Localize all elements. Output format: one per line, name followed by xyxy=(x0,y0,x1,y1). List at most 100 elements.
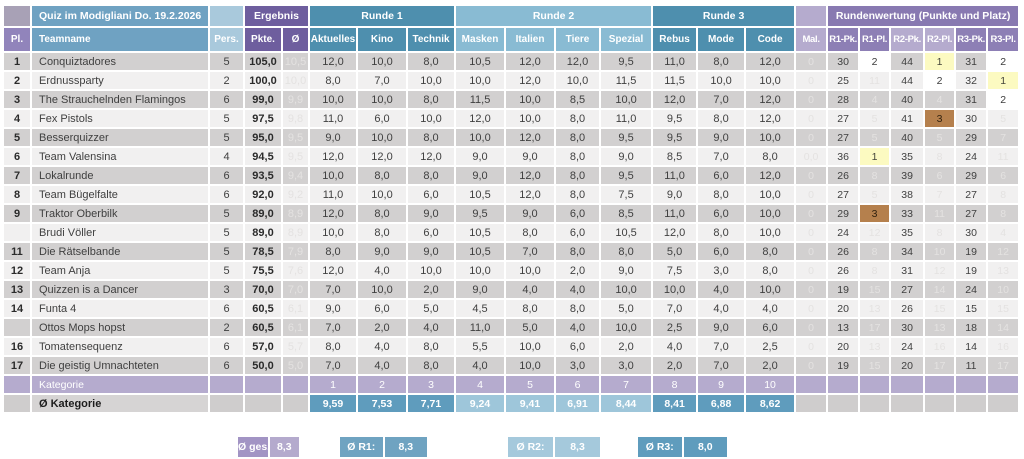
score-cell-2: 8,0 xyxy=(408,53,455,70)
round-points-cell: 30 xyxy=(828,53,859,70)
average-cell: 5,7 xyxy=(283,338,308,355)
round-place-cell: 5 xyxy=(860,110,890,127)
group-rundenwertung: Rundenwertung (Punkte und Platz) xyxy=(828,6,1019,26)
persons-cell: 4 xyxy=(210,148,243,165)
kategorie-number-7: 8 xyxy=(653,376,697,393)
score-cell-7: 7,0 xyxy=(653,300,697,317)
round-place-cell: 13 xyxy=(925,319,955,336)
round-place-cell: 2 xyxy=(988,91,1019,108)
score-cell-1: 2,0 xyxy=(358,319,406,336)
spacer xyxy=(4,395,30,412)
team-name-cell: Ottos Mops hopst xyxy=(32,319,208,336)
results-table: Quiz im Modigliani Do. 19.2.2026 Ergebnis… xyxy=(2,4,1020,414)
spacer xyxy=(4,376,30,393)
score-cell-8: 7,0 xyxy=(698,148,745,165)
score-cell-0: 10,0 xyxy=(310,224,356,241)
average-cell: 9,5 xyxy=(283,129,308,146)
kategorie-number-1: 2 xyxy=(358,376,406,393)
col-header-7: Technik xyxy=(408,28,455,51)
col-header-2: Pers. xyxy=(210,28,243,51)
col-header-11: Spezial xyxy=(601,28,652,51)
score-cell-6: 10,0 xyxy=(601,91,652,108)
score-cell-4: 8,0 xyxy=(506,300,555,317)
score-cell-3: 4,5 xyxy=(456,300,505,317)
col-header-13: Mode xyxy=(698,28,745,51)
score-cell-6: 5,0 xyxy=(601,300,652,317)
score-cell-8: 8,0 xyxy=(698,110,745,127)
spacer xyxy=(796,376,827,393)
score-cell-7: 9,5 xyxy=(653,129,697,146)
score-cell-3: 10,5 xyxy=(456,186,505,203)
score-cell-7: 12,0 xyxy=(653,224,697,241)
spacer xyxy=(891,376,924,393)
malus-cell: 0 xyxy=(796,110,827,127)
score-cell-0: 8,0 xyxy=(310,72,356,89)
score-cell-2: 6,0 xyxy=(408,224,455,241)
score-cell-3: 9,0 xyxy=(456,281,505,298)
average-cell: 9,4 xyxy=(283,167,308,184)
score-cell-4: 10,0 xyxy=(506,338,555,355)
persons-cell: 5 xyxy=(210,262,243,279)
score-cell-6: 2,0 xyxy=(601,338,652,355)
points-total-cell: 97,5 xyxy=(245,110,281,127)
score-cell-4: 12,0 xyxy=(506,167,555,184)
team-name-cell: Team Bügelfalte xyxy=(32,186,208,203)
malus-cell: 0 xyxy=(796,243,827,260)
score-cell-2: 8,0 xyxy=(408,357,455,374)
round-place-cell: 2 xyxy=(860,53,890,70)
score-cell-5: 4,0 xyxy=(556,281,600,298)
col-header-14: Code xyxy=(746,28,795,51)
round-place-cell: 8 xyxy=(860,243,890,260)
score-cell-1: 10,0 xyxy=(358,186,406,203)
score-cell-3: 12,0 xyxy=(456,110,505,127)
avg-kategorie-value-9: 8,62 xyxy=(746,395,795,412)
summary-row: Ø ges. 8,3 Ø R1: 8,3 Ø R2: 8,3 Ø R3: 8,0 xyxy=(0,437,1024,457)
col-header-19: R2-Pl. xyxy=(925,28,955,51)
score-cell-7: 5,0 xyxy=(653,243,697,260)
score-cell-2: 8,0 xyxy=(408,338,455,355)
average-cell: 8,9 xyxy=(283,205,308,222)
spacer xyxy=(925,395,955,412)
score-cell-2: 9,0 xyxy=(408,205,455,222)
score-cell-6: 3,0 xyxy=(601,357,652,374)
spacer xyxy=(796,395,827,412)
spacer xyxy=(828,376,859,393)
points-total-cell: 60,5 xyxy=(245,319,281,336)
team-row-16: 16 Tomatensequenz 6 57,0 5,7 8,0 4,0 8,0 5,5 10,0… xyxy=(4,338,1019,355)
persons-cell: 5 xyxy=(210,129,243,146)
team-row-10: Brudi Völler 5 89,0 8,9 10,0 8,0 6,0 10,5 8,0 6,0… xyxy=(4,224,1019,241)
persons-cell: 6 xyxy=(210,338,243,355)
average-cell: 6,1 xyxy=(283,300,308,317)
points-total-cell: 100,0 xyxy=(245,72,281,89)
persons-cell: 6 xyxy=(210,91,243,108)
score-cell-4: 12,0 xyxy=(506,72,555,89)
round-place-cell: 5 xyxy=(860,129,890,146)
score-cell-8: 7,0 xyxy=(698,338,745,355)
score-cell-0: 11,0 xyxy=(310,186,356,203)
malus-cell: 0 xyxy=(796,300,827,317)
spacer xyxy=(891,395,924,412)
place-cell: 9 xyxy=(4,205,30,222)
score-cell-7: 9,5 xyxy=(653,110,697,127)
score-cell-2: 10,0 xyxy=(408,262,455,279)
score-cell-5: 2,0 xyxy=(556,262,600,279)
persons-cell: 6 xyxy=(210,186,243,203)
score-cell-6: 9,0 xyxy=(601,148,652,165)
score-cell-3: 10,5 xyxy=(456,224,505,241)
avg-round2-value: 8,3 xyxy=(555,437,600,457)
score-cell-5: 4,0 xyxy=(556,319,600,336)
col-header-16: R1-Pk. xyxy=(828,28,859,51)
round-points-cell: 13 xyxy=(828,319,859,336)
score-cell-4: 5,0 xyxy=(506,319,555,336)
score-cell-8: 10,0 xyxy=(698,72,745,89)
col-header-15: Mal. xyxy=(796,28,827,51)
score-cell-2: 10,0 xyxy=(408,72,455,89)
score-cell-3: 9,5 xyxy=(456,205,505,222)
round-place-cell: 6 xyxy=(988,167,1019,184)
score-cell-9: 12,0 xyxy=(746,110,795,127)
round-points-cell: 30 xyxy=(956,110,987,127)
score-cell-1: 6,0 xyxy=(358,300,406,317)
persons-cell: 6 xyxy=(210,167,243,184)
score-cell-0: 12,0 xyxy=(310,262,356,279)
col-header-9: Italien xyxy=(506,28,555,51)
